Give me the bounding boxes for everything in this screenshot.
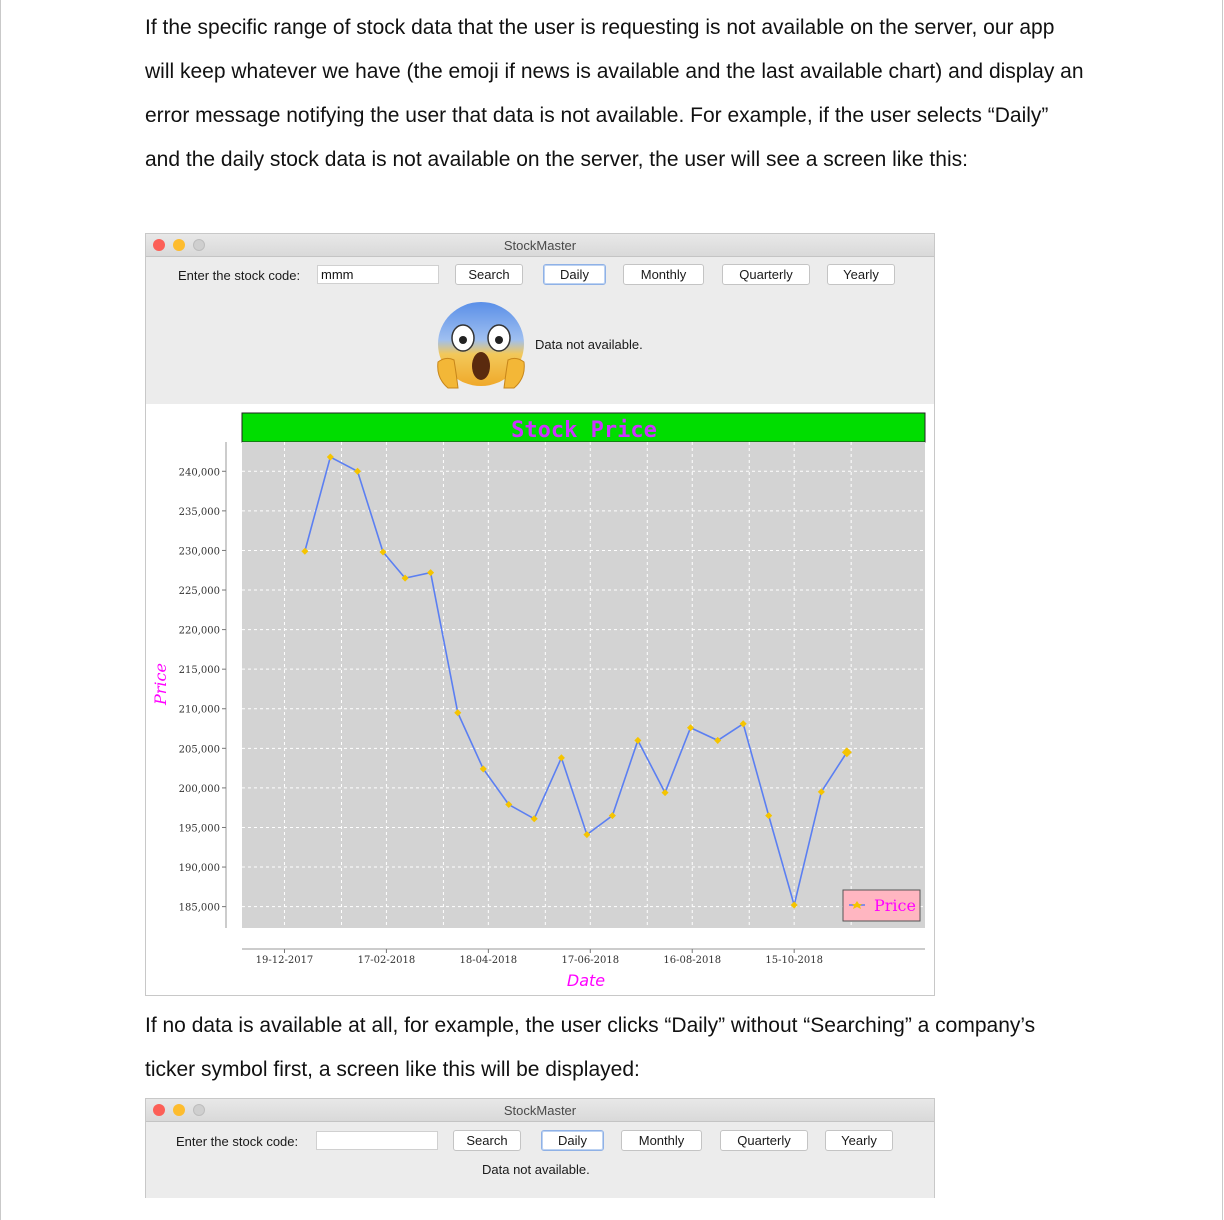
price-data-point: [661, 789, 669, 797]
window-title-bar[interactable]: StockMaster: [146, 234, 934, 257]
search-button[interactable]: Search: [453, 1130, 521, 1151]
monthly-button[interactable]: Monthly: [621, 1130, 702, 1151]
y-tick-label: 225,000: [179, 586, 220, 597]
stock-code-label: Enter the stock code:: [178, 268, 301, 283]
minimize-window-icon[interactable]: [173, 1104, 185, 1116]
price-data-point: [790, 901, 798, 909]
quarterly-button[interactable]: Quarterly: [720, 1130, 808, 1151]
price-data-point: [765, 812, 773, 820]
daily-button[interactable]: Daily: [543, 264, 606, 285]
y-axis-ticks: 185,000 190,000 195,000 200,000 205,000 210,0…: [179, 467, 226, 914]
legend-marker-swatch: [852, 901, 862, 909]
x-tick-label: 16-08-2018: [663, 955, 721, 966]
yearly-button[interactable]: Yearly: [825, 1130, 893, 1151]
price-data-point: [817, 788, 825, 796]
search-button[interactable]: Search: [455, 264, 523, 285]
chart-title: Stock Price: [511, 418, 657, 443]
data-not-available-message: Data not available.: [482, 1162, 590, 1177]
monthly-button[interactable]: Monthly: [623, 264, 704, 285]
window-title: StockMaster: [503, 1103, 577, 1118]
y-tick-label: 220,000: [179, 626, 220, 637]
gridlines: [242, 442, 925, 928]
legend-label: Price: [874, 896, 916, 915]
y-tick-label: 205,000: [179, 744, 220, 755]
y-tick-label: 185,000: [179, 903, 220, 914]
y-tick-label: 230,000: [179, 546, 220, 557]
price-series-line: [304, 455, 848, 909]
stock-code-label: Enter the stock code:: [176, 1134, 299, 1149]
x-tick-label: 17-02-2018: [358, 955, 416, 966]
price-data-point: [583, 831, 591, 839]
plot-area: [242, 442, 925, 928]
price-data-point: [427, 569, 435, 577]
close-window-icon[interactable]: [153, 1104, 165, 1116]
second-paragraph: If no data is available at all, for exam…: [145, 1014, 1036, 1081]
yearly-button[interactable]: Yearly: [827, 264, 895, 285]
price-data-point: [714, 736, 722, 744]
stockmaster-window-with-chart: StockMaster Enter the stock code: Search…: [145, 233, 935, 996]
price-data-point: [301, 547, 309, 555]
page-border-left: [0, 0, 1, 1220]
price-data-point: [739, 720, 747, 728]
x-axis-label: Date: [567, 971, 605, 990]
quarterly-button[interactable]: Quarterly: [722, 264, 810, 285]
y-tick-label: 200,000: [179, 784, 220, 795]
price-data-point: [687, 724, 695, 732]
price-data-point: [530, 815, 538, 823]
x-axis-ticks: 19-12-2017 17-02-2018 18-04-2018 17-06-2018…: [256, 949, 823, 966]
x-tick-label: 15-10-2018: [765, 955, 823, 966]
y-tick-label: 195,000: [179, 823, 220, 834]
chart-title-background: [241, 412, 926, 443]
price-data-point: [454, 709, 462, 717]
price-data-point: [505, 800, 513, 809]
stockmaster-window-empty: StockMaster Enter the stock code: Search…: [145, 1098, 935, 1198]
window-title: StockMaster: [503, 238, 577, 253]
stock-code-input[interactable]: [316, 1131, 438, 1150]
x-tick-label: 18-04-2018: [460, 955, 518, 966]
zoom-window-icon[interactable]: [193, 239, 205, 251]
price-data-point: [634, 736, 642, 744]
y-tick-label: 215,000: [179, 665, 220, 676]
price-data-point: [608, 812, 616, 820]
zoom-window-icon[interactable]: [193, 1104, 205, 1116]
y-axis-label: Price: [151, 663, 170, 706]
price-data-point: [479, 765, 487, 773]
y-tick-label: 240,000: [179, 467, 220, 478]
y-tick-label: 235,000: [179, 507, 220, 518]
data-not-available-message: Data not available.: [535, 337, 643, 352]
price-data-point: [841, 747, 852, 758]
minimize-window-icon[interactable]: [173, 239, 185, 251]
chart-svg: Stock Price 185,000 190,000 195,000 200,000…: [151, 412, 926, 990]
legend: Price: [842, 889, 921, 922]
window-title-bar[interactable]: StockMaster: [146, 1099, 934, 1122]
face-screaming-in-fear-icon: [434, 300, 528, 390]
page-border-right: [1222, 0, 1223, 1220]
legend-box: [842, 889, 921, 922]
daily-button[interactable]: Daily: [541, 1130, 604, 1151]
close-window-icon[interactable]: [153, 239, 165, 251]
intro-paragraph: If the specific range of stock data that…: [145, 16, 1084, 171]
x-tick-label: 17-06-2018: [561, 955, 619, 966]
price-series-markers: [301, 453, 852, 909]
x-tick-label: 19-12-2017: [256, 955, 314, 966]
stock-price-chart: Stock Price 185,000 190,000 195,000 200,000…: [146, 404, 934, 995]
price-data-point: [401, 574, 409, 582]
stock-code-input[interactable]: [317, 265, 439, 284]
price-data-point: [557, 754, 565, 762]
y-tick-label: 210,000: [179, 705, 220, 716]
y-tick-label: 190,000: [179, 863, 220, 874]
